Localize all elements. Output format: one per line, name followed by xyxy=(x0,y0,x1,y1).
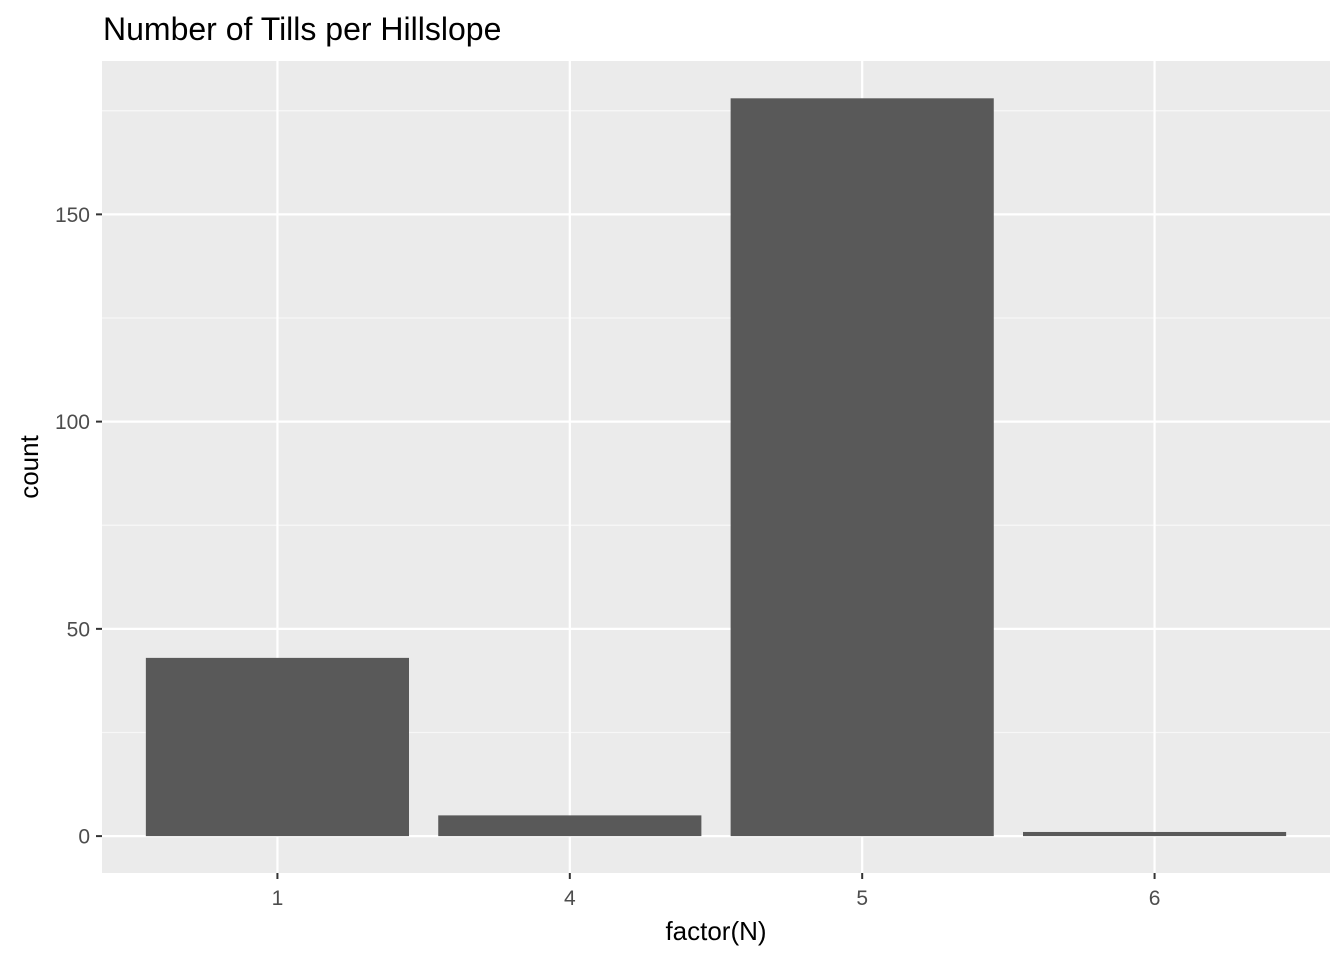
y-tick-label: 100 xyxy=(55,411,90,434)
bar-6 xyxy=(1023,831,1287,837)
y-tick-label: 50 xyxy=(67,618,90,641)
x-axis-title: factor(N) xyxy=(665,916,766,946)
bar-1 xyxy=(145,657,409,837)
y-tick-label: 150 xyxy=(55,204,90,227)
x-axis: 1 4 5 6 xyxy=(272,873,1161,910)
x-tick-label: 1 xyxy=(272,887,284,910)
chart-title: Number of Tills per Hillslope xyxy=(103,11,501,47)
bar-5 xyxy=(730,98,994,837)
x-tick-label: 5 xyxy=(856,887,868,910)
y-tick-label: 0 xyxy=(78,826,90,849)
x-tick-label: 6 xyxy=(1149,887,1161,910)
y-axis-title: count xyxy=(14,434,44,498)
bars xyxy=(145,98,1287,837)
bar-4 xyxy=(438,815,702,837)
y-axis: 0 50 100 150 xyxy=(55,204,102,849)
x-tick-label: 4 xyxy=(564,887,576,910)
